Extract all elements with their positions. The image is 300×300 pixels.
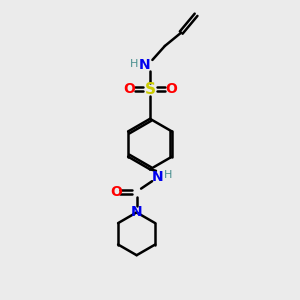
Text: H: H [164, 170, 172, 180]
Text: H: H [130, 59, 139, 69]
Text: N: N [139, 58, 151, 72]
Text: O: O [165, 82, 177, 96]
Text: O: O [123, 82, 135, 96]
Text: N: N [131, 206, 142, 219]
Text: N: N [152, 170, 163, 184]
Text: O: O [110, 184, 122, 199]
Text: S: S [145, 82, 155, 97]
